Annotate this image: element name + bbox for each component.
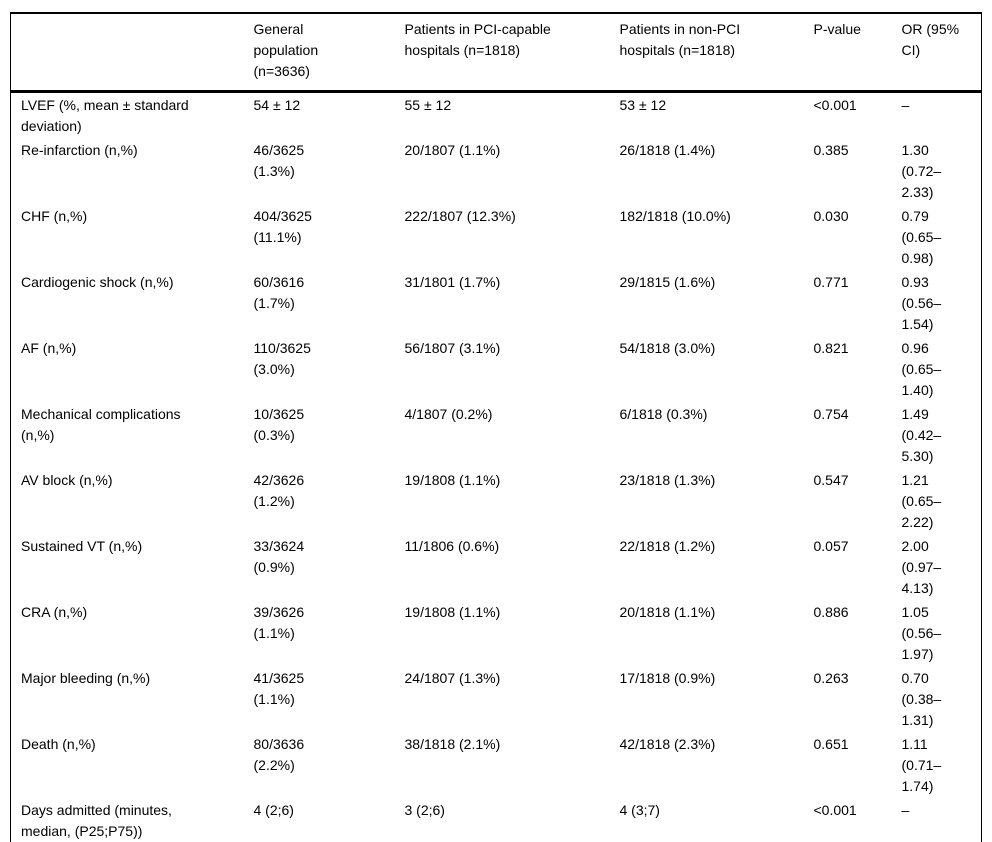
column-header-non-pci-hospitals: Patients in non-PCI hospitals (n=1818) xyxy=(609,13,804,93)
or-ci-cell: 1.11 (0.71–1.74) xyxy=(901,736,942,794)
non-pci-hospitals-cell: 17/1818 (0.9%) xyxy=(619,670,716,686)
pci-hospitals-cell: 56/1807 (3.1%) xyxy=(404,340,501,356)
p-value-cell: 0.030 xyxy=(813,208,849,224)
row-label-cell: AF (n,%) xyxy=(21,340,77,356)
general-population-cell: 41/3625 (1.1%) xyxy=(253,670,305,707)
non-pci-hospitals-cell: 22/1818 (1.2%) xyxy=(619,538,716,554)
row-label-cell: Death (n,%) xyxy=(21,736,96,752)
row-label-cell: LVEF (%, mean ± standard deviation) xyxy=(21,97,189,134)
non-pci-hospitals-cell: 182/1818 (10.0%) xyxy=(619,208,731,224)
non-pci-hospitals-cell: 53 ± 12 xyxy=(619,97,667,113)
table-row: Mechanical complications (n,%) 10/3625 (… xyxy=(11,403,982,469)
general-population-cell: 42/3626 (1.2%) xyxy=(253,472,305,509)
or-ci-cell: 1.30 (0.72–2.33) xyxy=(901,142,942,200)
general-population-cell: 110/3625 (3.0%) xyxy=(253,340,311,377)
pci-hospitals-cell: 19/1808 (1.1%) xyxy=(404,604,501,620)
or-ci-cell: – xyxy=(901,97,910,113)
table-row: Sustained VT (n,%) 33/3624 (0.9%) 11/180… xyxy=(11,535,982,601)
pci-hospitals-cell: 222/1807 (12.3%) xyxy=(404,208,516,224)
row-label-cell: Re-infarction (n,%) xyxy=(21,142,138,158)
general-population-cell: 33/3624 (0.9%) xyxy=(253,538,305,575)
table-row: AF (n,%) 110/3625 (3.0%) 56/1807 (3.1%) … xyxy=(11,337,982,403)
or-ci-cell: 1.21 (0.65–2.22) xyxy=(901,472,942,530)
row-label-cell: Cardiogenic shock (n,%) xyxy=(21,274,174,290)
non-pci-hospitals-cell: 4 (3;7) xyxy=(619,802,660,818)
general-population-cell: 46/3625 (1.3%) xyxy=(253,142,305,179)
pci-hospitals-cell: 31/1801 (1.7%) xyxy=(404,274,501,290)
row-label-cell: Major bleeding (n,%) xyxy=(21,670,151,686)
non-pci-hospitals-cell: 29/1815 (1.6%) xyxy=(619,274,716,290)
table-row: LVEF (%, mean ± standard deviation) 54 ±… xyxy=(11,92,982,140)
p-value-cell: <0.001 xyxy=(813,802,857,818)
general-population-cell: 404/3625 (11.1%) xyxy=(253,208,312,245)
non-pci-hospitals-cell: 26/1818 (1.4%) xyxy=(619,142,716,158)
pci-hospitals-cell: 24/1807 (1.3%) xyxy=(404,670,501,686)
or-ci-cell: – xyxy=(901,802,910,818)
row-label-cell: CHF (n,%) xyxy=(21,208,88,224)
pci-hospitals-cell: 3 (2;6) xyxy=(404,802,445,818)
p-value-cell: 0.754 xyxy=(813,406,849,422)
table-body: LVEF (%, mean ± standard deviation) 54 ±… xyxy=(11,92,982,842)
row-label-cell: CRA (n,%) xyxy=(21,604,88,620)
p-value-cell: 0.057 xyxy=(813,538,849,554)
table-row: Death (n,%) 80/3636 (2.2%) 38/1818 (2.1%… xyxy=(11,733,982,799)
table-row: Days admitted (minutes, median, (P25;P75… xyxy=(11,799,982,842)
pci-hospitals-cell: 11/1806 (0.6%) xyxy=(404,538,500,554)
non-pci-hospitals-cell: 23/1818 (1.3%) xyxy=(619,472,716,488)
p-value-cell: 0.263 xyxy=(813,670,849,686)
general-population-cell: 54 ± 12 xyxy=(253,97,301,113)
outcomes-table: General population (n=3636) Patients in … xyxy=(10,12,982,842)
pci-hospitals-cell: 38/1818 (2.1%) xyxy=(404,736,501,752)
pci-hospitals-cell: 4/1807 (0.2%) xyxy=(404,406,493,422)
table-row: CRA (n,%) 39/3626 (1.1%) 19/1808 (1.1%) … xyxy=(11,601,982,667)
general-population-cell: 80/3636 (2.2%) xyxy=(253,736,305,773)
p-value-cell: 0.651 xyxy=(813,736,849,752)
or-ci-cell: 0.96 (0.65–1.40) xyxy=(901,340,942,398)
column-header-rowlabel xyxy=(10,13,244,93)
p-value-cell: 0.821 xyxy=(813,340,849,356)
table-row: Cardiogenic shock (n,%) 60/3616 (1.7%) 3… xyxy=(11,271,982,337)
or-ci-cell: 0.70 (0.38–1.31) xyxy=(901,670,942,728)
column-header-pci-hospitals: Patients in PCI-capable hospitals (n=181… xyxy=(394,13,610,93)
or-ci-cell: 0.93 (0.56–1.54) xyxy=(901,274,942,332)
pci-hospitals-cell: 19/1808 (1.1%) xyxy=(404,472,501,488)
or-ci-cell: 2.00 (0.97–4.13) xyxy=(901,538,942,596)
row-label-cell: Mechanical complications (n,%) xyxy=(21,406,181,443)
table-row: Re-infarction (n,%) 46/3625 (1.3%) 20/18… xyxy=(11,139,982,205)
general-population-cell: 4 (2;6) xyxy=(253,802,294,818)
p-value-cell: <0.001 xyxy=(813,97,857,113)
column-header-p-value: P-value xyxy=(803,13,892,93)
table-row: Major bleeding (n,%) 41/3625 (1.1%) 24/1… xyxy=(11,667,982,733)
table-header: General population (n=3636) Patients in … xyxy=(10,13,982,93)
general-population-cell: 10/3625 (0.3%) xyxy=(253,406,305,443)
row-label-cell: Days admitted (minutes, median, (P25;P75… xyxy=(21,802,172,839)
or-ci-cell: 1.05 (0.56–1.97) xyxy=(901,604,942,662)
or-ci-cell: 1.49 (0.42–5.30) xyxy=(901,406,942,464)
column-header-general-population: General population (n=3636) xyxy=(243,13,395,93)
row-label-cell: Sustained VT (n,%) xyxy=(21,538,143,554)
general-population-cell: 39/3626 (1.1%) xyxy=(253,604,305,641)
non-pci-hospitals-cell: 42/1818 (2.3%) xyxy=(619,736,716,752)
p-value-cell: 0.547 xyxy=(813,472,849,488)
table-row: AV block (n,%) 42/3626 (1.2%) 19/1808 (1… xyxy=(11,469,982,535)
table-row: CHF (n,%) 404/3625 (11.1%) 222/1807 (12.… xyxy=(11,205,982,271)
p-value-cell: 0.385 xyxy=(813,142,849,158)
column-header-or-ci: OR (95% CI) xyxy=(891,13,982,93)
pci-hospitals-cell: 55 ± 12 xyxy=(404,97,452,113)
general-population-cell: 60/3616 (1.7%) xyxy=(253,274,305,311)
p-value-cell: 0.886 xyxy=(813,604,849,620)
p-value-cell: 0.771 xyxy=(813,274,849,290)
header-row: General population (n=3636) Patients in … xyxy=(10,13,982,93)
or-ci-cell: 0.79 (0.65–0.98) xyxy=(901,208,942,266)
pci-hospitals-cell: 20/1807 (1.1%) xyxy=(404,142,501,158)
non-pci-hospitals-cell: 54/1818 (3.0%) xyxy=(619,340,716,356)
non-pci-hospitals-cell: 6/1818 (0.3%) xyxy=(619,406,708,422)
row-label-cell: AV block (n,%) xyxy=(21,472,113,488)
non-pci-hospitals-cell: 20/1818 (1.1%) xyxy=(619,604,716,620)
